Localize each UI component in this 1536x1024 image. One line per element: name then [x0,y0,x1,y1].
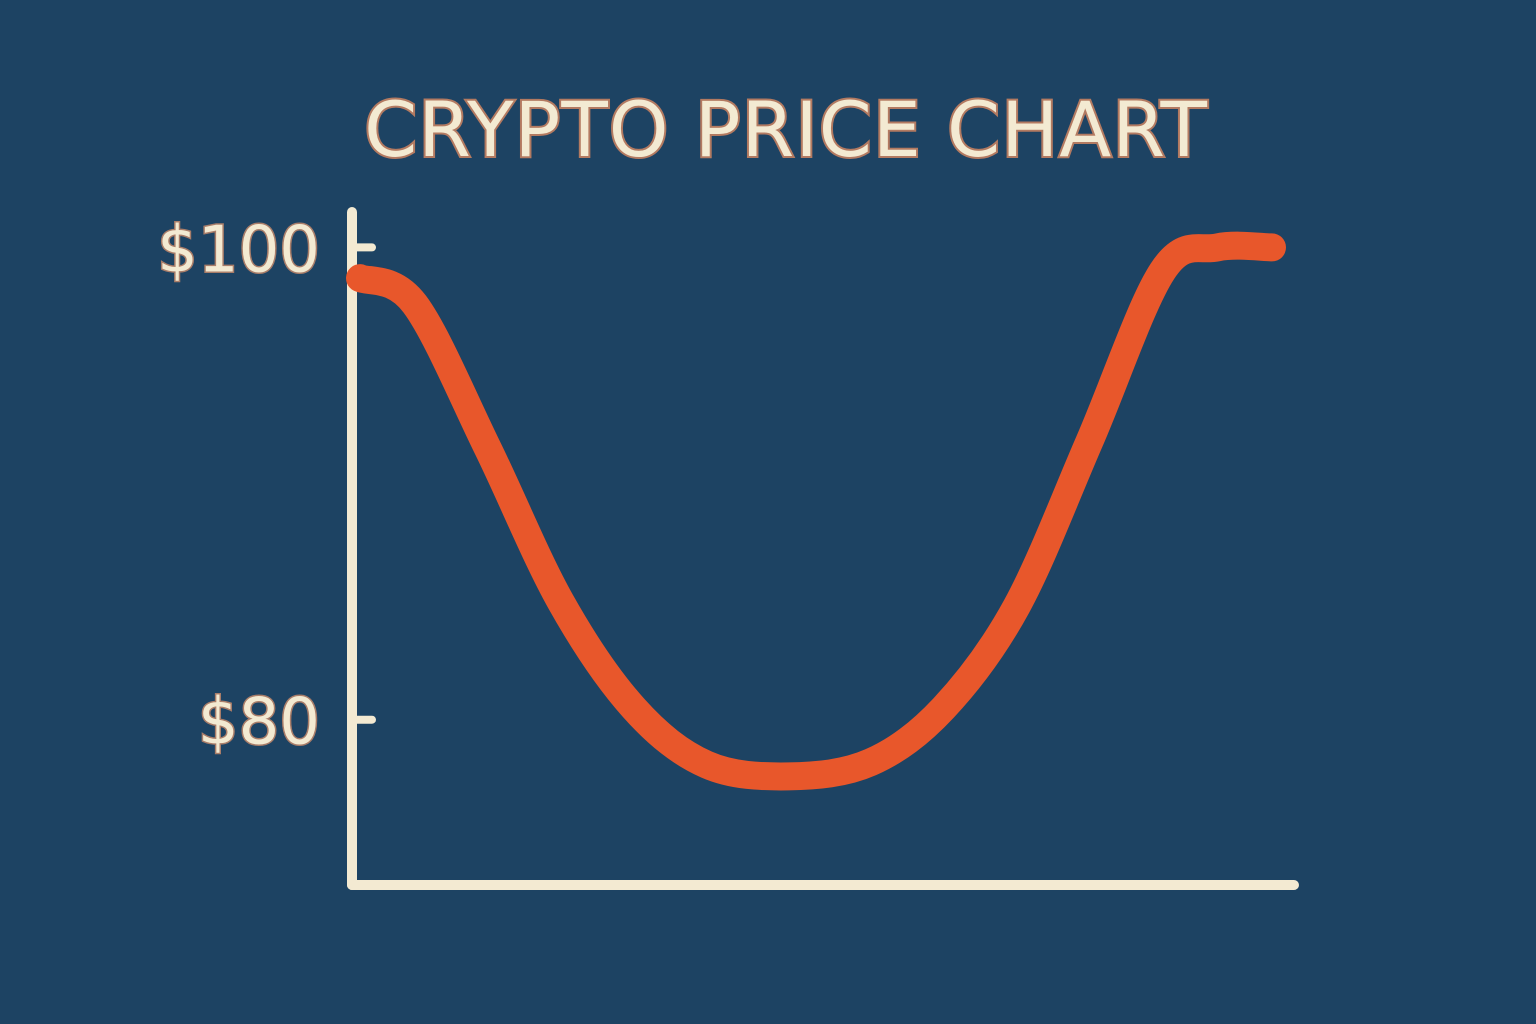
series-layer [346,231,1286,791]
price-line-series [346,231,1286,791]
y-ticks: $100 $80 [156,212,376,761]
chart-title: CRYPTO PRICE CHART [364,85,1208,174]
axes [347,207,1299,890]
y-tick-label: $80 [198,686,320,760]
y-tick-label: $100 [157,213,320,287]
